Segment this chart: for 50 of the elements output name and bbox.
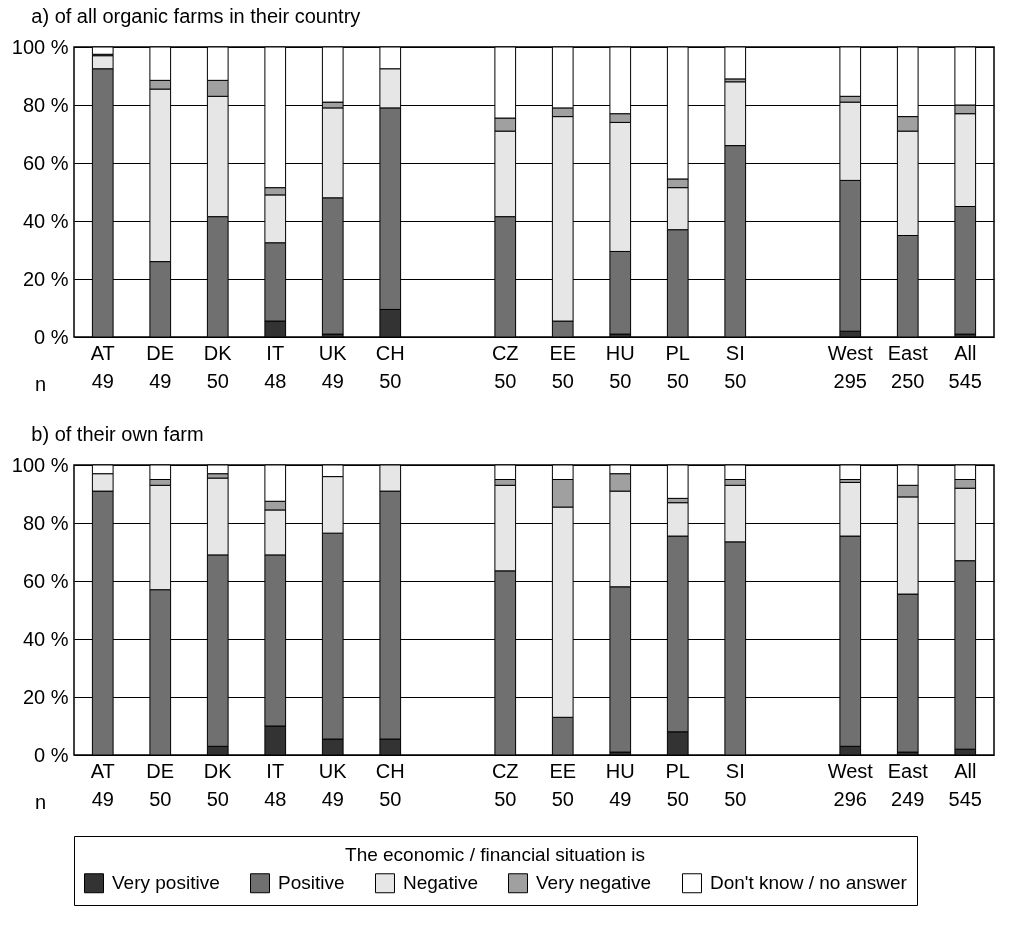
y-tick-label: 40 % <box>22 627 69 650</box>
legend-label: Negative <box>403 872 478 894</box>
x-tick-label: East 250 <box>887 341 929 392</box>
x-tick-label: SI 50 <box>724 759 747 810</box>
legend-title: The economic / financial situation is <box>345 844 645 865</box>
legend-label: Very positive <box>112 872 220 894</box>
y-tick-label: 0 % <box>34 325 69 348</box>
x-tick-label: EE 50 <box>549 759 577 810</box>
x-tick-label: DK 50 <box>203 341 233 392</box>
y-tick-label: 100 % <box>11 453 69 476</box>
y-tick-label: 0 % <box>34 743 69 766</box>
y-tick-label: 60 % <box>22 569 69 592</box>
y-tick-label: 20 % <box>22 685 69 708</box>
x-tick-label: EE 50 <box>549 341 577 392</box>
x-tick-label: IT 48 <box>264 759 287 810</box>
legend-label: Positive <box>278 872 345 894</box>
y-tick-label: 60 % <box>22 151 69 174</box>
y-tick-label: 80 % <box>22 93 69 116</box>
x-tick-label: CZ 50 <box>491 341 519 392</box>
x-tick-label: SI 50 <box>724 341 747 392</box>
x-tick-label: IT 48 <box>264 341 287 392</box>
x-tick-label: DK 50 <box>203 759 233 810</box>
y-tick-label: 20 % <box>22 267 69 290</box>
x-tick-label: PL 50 <box>665 759 690 810</box>
x-tick-label: DE 50 <box>146 759 175 810</box>
text: n <box>34 791 46 813</box>
x-tick-label: CH 50 <box>375 341 405 392</box>
chart-title: b) of their own farm <box>31 423 204 445</box>
chart-title: a) of all organic farms in their country <box>31 5 361 27</box>
x-tick-label: AT 49 <box>90 341 115 392</box>
legend-label: Very negative <box>536 872 652 894</box>
y-tick-label: 80 % <box>22 511 69 534</box>
x-tick-label: UK 49 <box>318 341 348 392</box>
x-tick-label: East 249 <box>887 759 929 810</box>
x-tick-label: HU 50 <box>605 341 635 392</box>
y-tick-label: 40 % <box>22 209 69 232</box>
x-tick-label: PL 50 <box>665 341 690 392</box>
text: n <box>34 373 46 395</box>
x-tick-label: CH 50 <box>375 759 405 810</box>
x-tick-label: UK 49 <box>318 759 348 810</box>
x-tick-label: AT 49 <box>90 759 115 810</box>
x-tick-label: West 295 <box>827 341 874 392</box>
x-tick-label: West 296 <box>827 759 874 810</box>
x-tick-label: HU 49 <box>605 759 635 810</box>
legend-label: Don't know / no answer <box>710 872 908 894</box>
x-tick-label: DE 49 <box>146 341 175 392</box>
x-tick-label: All 545 <box>948 341 982 392</box>
x-tick-label: All 545 <box>948 759 982 810</box>
y-tick-label: 100 % <box>11 35 69 58</box>
x-tick-label: CZ 50 <box>491 759 519 810</box>
